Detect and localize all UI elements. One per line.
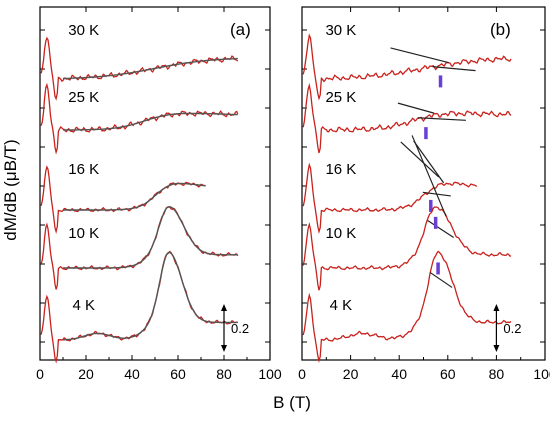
temperature-label: 10 K: [325, 225, 356, 242]
tangent-line-rise: [411, 135, 447, 217]
data-curve-10k: [302, 206, 512, 291]
temperature-label: 30 K: [68, 22, 99, 39]
temperature-label: 16 K: [325, 161, 356, 178]
panel-b-label: (b): [490, 20, 511, 39]
fit-curve-10k: [63, 205, 238, 269]
data-curve-25k: [302, 82, 512, 154]
data-curve-10k: [40, 206, 239, 290]
x-tick-label: 80: [489, 366, 505, 382]
temperature-label: 16 K: [68, 161, 99, 178]
x-tick-label: 20: [343, 366, 359, 382]
fit-curve-30k: [63, 57, 238, 80]
scale-bar-label: 0.2: [503, 321, 521, 336]
arrow-head-down-icon: [221, 345, 227, 352]
data-curve-25k: [40, 82, 239, 155]
temperature-label: 30 K: [325, 22, 356, 39]
tangent-line-fall: [429, 271, 453, 288]
tangent-line-fall: [427, 219, 454, 238]
tangent-line-rise: [400, 141, 440, 178]
arrow-head-down-icon: [493, 345, 500, 352]
tangent-line-fall: [417, 117, 466, 121]
x-tick-label: 0: [36, 366, 44, 382]
x-tick-label: 40: [124, 366, 140, 382]
x-tick-label: 80: [216, 366, 232, 382]
temperature-label: 25 K: [325, 89, 356, 106]
x-tick-label: 60: [170, 366, 186, 382]
tangent-line-rise: [397, 102, 435, 114]
x-axis-label: B (T): [273, 393, 311, 412]
tangent-line-fall: [432, 66, 476, 72]
panel-a-label: (a): [230, 20, 251, 39]
arrow-head-up-icon: [493, 304, 500, 311]
x-tick-label: 0: [298, 366, 306, 382]
data-curve-16k: [302, 162, 478, 234]
arrow-head-up-icon: [221, 304, 227, 311]
x-tick-label: 60: [440, 366, 456, 382]
x-tick-label: 100: [258, 366, 282, 382]
fit-curve-16k: [63, 182, 206, 211]
x-tick-label: 40: [391, 366, 407, 382]
y-axis-label: dM/dB (μB/T): [1, 139, 20, 240]
temperature-label: 4 K: [72, 297, 95, 314]
temperature-label: 25 K: [68, 89, 99, 106]
fit-curve-4k: [63, 251, 238, 341]
data-curve-4k: [302, 250, 512, 364]
temperature-label: 4 K: [330, 297, 353, 314]
x-tick-label: 100: [533, 366, 550, 382]
scale-bar-label: 0.2: [231, 321, 249, 336]
temperature-label: 10 K: [68, 225, 99, 242]
tangent-line-rise: [390, 47, 449, 64]
data-curve-30k: [302, 33, 512, 101]
x-tick-label: 20: [78, 366, 94, 382]
panel-b: (b) 0 20 40 60 80 100 30 K 25 K 16 K 10 K 4 K 0.2: [298, 6, 550, 382]
panel-a: (a) 0 20 40 60 80 100 30 K 25 K 16 K 10 K 4 K 0.2: [36, 6, 282, 382]
tangent-line-rise: [413, 140, 445, 184]
fit-curve-25k: [63, 112, 238, 131]
